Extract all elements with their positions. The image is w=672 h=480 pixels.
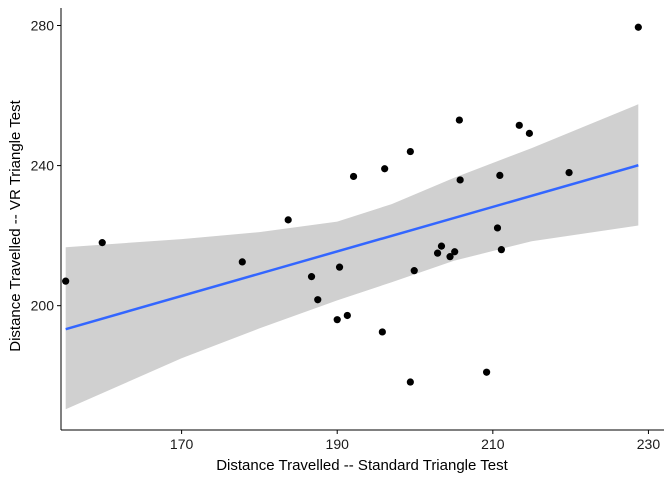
data-point	[455, 116, 463, 124]
data-point	[456, 176, 464, 184]
y-axis-title: Distance Travelled -- VR Triangle Test	[7, 99, 24, 351]
data-point	[410, 267, 418, 275]
data-point	[451, 248, 459, 256]
x-axis-title: Distance Travelled -- Standard Triangle …	[216, 457, 508, 474]
regression-line	[65, 164, 639, 331]
data-point	[565, 168, 573, 177]
data-point	[634, 23, 642, 31]
x-tick-label: 210	[481, 436, 505, 452]
data-point	[525, 129, 533, 137]
data-point	[483, 368, 491, 376]
points-layer	[62, 23, 642, 386]
data-point	[406, 378, 414, 386]
x-tick-label: 190	[326, 436, 350, 452]
y-tick-label: 280	[31, 18, 55, 34]
data-point	[238, 258, 246, 266]
data-point	[437, 242, 446, 250]
data-point	[433, 249, 442, 257]
data-point	[515, 121, 523, 129]
data-point	[62, 277, 70, 285]
fit-line-layer	[65, 164, 639, 331]
x-tick-label: 230	[637, 436, 661, 452]
data-point	[406, 147, 414, 156]
data-point	[284, 216, 292, 224]
x-tick-label: 170	[170, 436, 194, 452]
data-point	[496, 171, 504, 179]
data-point	[335, 263, 344, 271]
data-point	[378, 328, 386, 336]
data-point	[493, 224, 502, 232]
confidence-band-layer	[65, 104, 639, 410]
data-point	[333, 316, 341, 324]
data-point	[446, 253, 454, 261]
y-tick-label: 200	[31, 298, 55, 314]
data-point	[343, 311, 351, 320]
data-point	[497, 246, 505, 254]
data-point	[307, 273, 316, 281]
data-point	[381, 165, 389, 173]
confidence-band	[65, 104, 639, 410]
y-tick-label: 240	[31, 158, 55, 174]
data-point	[349, 172, 358, 181]
axes-layer: 170 190 210 230 200 240 280	[31, 8, 664, 452]
data-point	[98, 239, 106, 247]
data-point	[314, 296, 322, 304]
